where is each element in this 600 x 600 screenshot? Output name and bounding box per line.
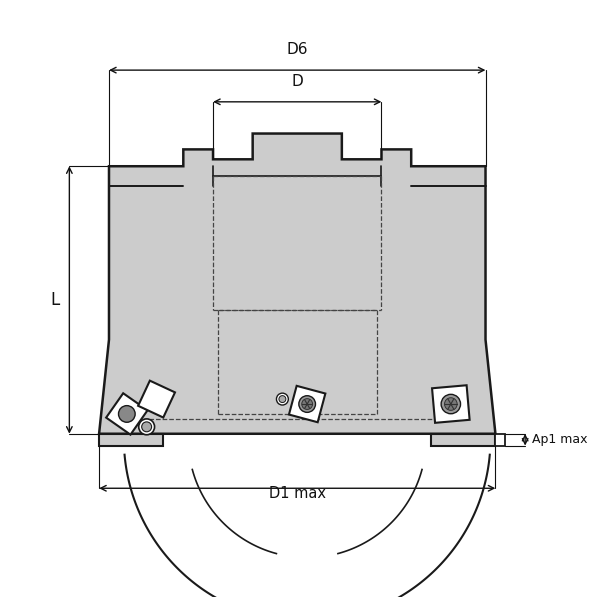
Circle shape (302, 398, 313, 409)
Circle shape (445, 398, 457, 410)
Text: D6: D6 (287, 42, 308, 57)
Polygon shape (431, 434, 496, 446)
Polygon shape (138, 380, 175, 418)
Polygon shape (289, 386, 325, 422)
Circle shape (139, 419, 155, 435)
Polygon shape (99, 134, 496, 434)
Text: D1 max: D1 max (269, 486, 326, 501)
Text: L: L (50, 291, 59, 309)
Circle shape (279, 395, 286, 403)
Circle shape (119, 406, 135, 422)
Polygon shape (99, 434, 163, 446)
Polygon shape (496, 434, 505, 446)
Circle shape (299, 396, 316, 412)
Polygon shape (106, 393, 148, 434)
Circle shape (142, 422, 152, 432)
Polygon shape (432, 385, 470, 423)
Circle shape (441, 394, 461, 414)
Text: D: D (292, 74, 303, 89)
Circle shape (277, 393, 289, 405)
Text: Ap1 max: Ap1 max (532, 433, 587, 446)
